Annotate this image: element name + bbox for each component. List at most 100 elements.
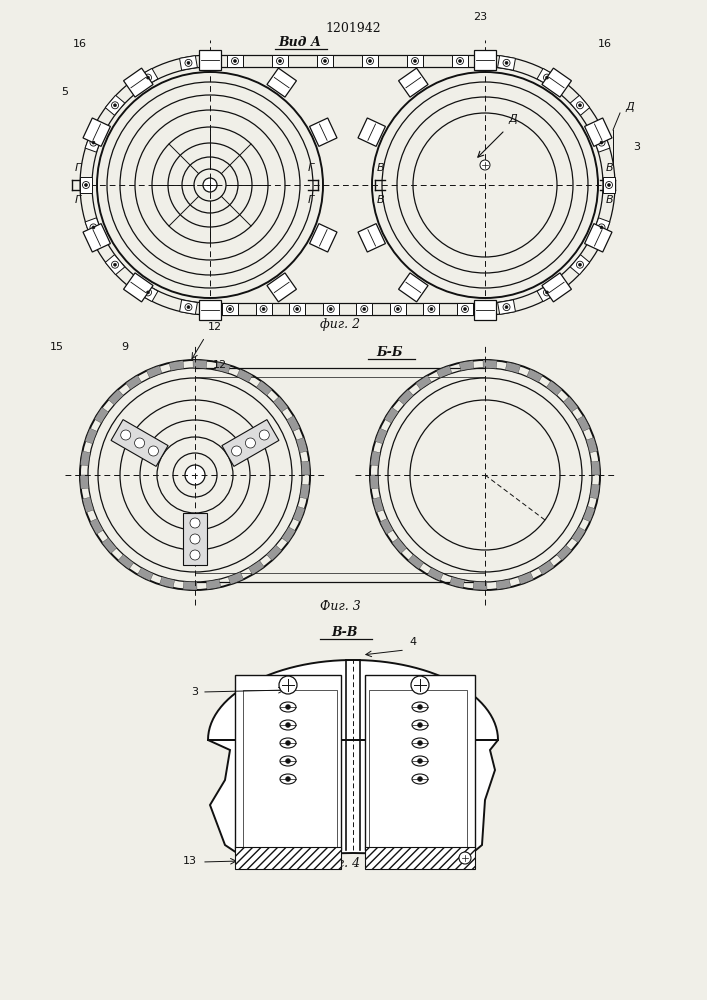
Circle shape <box>480 160 490 170</box>
Polygon shape <box>593 133 610 152</box>
Polygon shape <box>571 255 590 275</box>
Polygon shape <box>571 95 590 115</box>
Circle shape <box>286 776 291 782</box>
Circle shape <box>185 304 192 311</box>
Polygon shape <box>483 360 497 369</box>
Text: 3: 3 <box>192 687 199 697</box>
Polygon shape <box>81 451 90 466</box>
Circle shape <box>411 676 429 694</box>
Polygon shape <box>199 300 221 320</box>
Ellipse shape <box>280 774 296 784</box>
Circle shape <box>146 76 149 79</box>
Polygon shape <box>362 55 378 67</box>
Text: фиг. 4: фиг. 4 <box>320 857 360 870</box>
Polygon shape <box>85 133 102 152</box>
Text: 4: 4 <box>409 637 416 647</box>
Circle shape <box>414 60 416 62</box>
Polygon shape <box>407 55 423 67</box>
Text: 3: 3 <box>633 142 641 152</box>
Circle shape <box>418 740 423 746</box>
Circle shape <box>544 74 551 81</box>
Circle shape <box>231 57 238 64</box>
Polygon shape <box>356 303 373 315</box>
Circle shape <box>462 306 469 312</box>
Polygon shape <box>518 572 534 584</box>
Polygon shape <box>380 519 393 534</box>
Text: 13: 13 <box>183 856 197 866</box>
Polygon shape <box>398 390 414 405</box>
Polygon shape <box>385 407 399 423</box>
Ellipse shape <box>280 756 296 766</box>
Bar <box>243 690 337 850</box>
Polygon shape <box>399 68 428 97</box>
Circle shape <box>361 306 368 312</box>
Bar <box>369 690 467 850</box>
Text: 9: 9 <box>122 342 129 352</box>
Text: фиг. 2: фиг. 2 <box>320 318 360 331</box>
Circle shape <box>418 704 423 710</box>
Polygon shape <box>160 577 175 588</box>
Circle shape <box>578 104 581 107</box>
Ellipse shape <box>412 774 428 784</box>
Polygon shape <box>138 68 158 87</box>
Circle shape <box>368 60 371 62</box>
Polygon shape <box>428 568 443 581</box>
Polygon shape <box>358 118 385 146</box>
Circle shape <box>503 304 510 311</box>
Polygon shape <box>498 300 515 314</box>
Circle shape <box>324 60 327 62</box>
Polygon shape <box>222 303 238 315</box>
Polygon shape <box>267 545 282 560</box>
Polygon shape <box>537 68 557 87</box>
Polygon shape <box>473 581 487 590</box>
Circle shape <box>279 60 281 62</box>
Polygon shape <box>273 397 288 412</box>
Polygon shape <box>591 461 600 475</box>
Circle shape <box>144 289 151 296</box>
Polygon shape <box>126 375 141 390</box>
Circle shape <box>134 438 144 448</box>
Circle shape <box>232 446 242 456</box>
Circle shape <box>505 306 508 309</box>
Polygon shape <box>257 381 272 395</box>
Text: 23: 23 <box>473 12 487 22</box>
Polygon shape <box>105 255 124 275</box>
Text: 12: 12 <box>208 322 222 332</box>
Circle shape <box>85 184 88 186</box>
Polygon shape <box>474 50 496 70</box>
Polygon shape <box>105 95 124 115</box>
Circle shape <box>276 57 284 64</box>
Circle shape <box>464 308 467 310</box>
Circle shape <box>90 139 97 146</box>
Circle shape <box>203 178 217 192</box>
Circle shape <box>503 59 510 66</box>
Ellipse shape <box>280 720 296 730</box>
Polygon shape <box>237 369 252 382</box>
Circle shape <box>187 306 190 309</box>
Polygon shape <box>227 55 243 67</box>
Circle shape <box>185 59 192 66</box>
Polygon shape <box>539 560 554 575</box>
Polygon shape <box>108 390 124 405</box>
Circle shape <box>607 184 611 186</box>
Polygon shape <box>183 581 197 590</box>
Circle shape <box>148 446 158 456</box>
Circle shape <box>146 291 149 294</box>
Polygon shape <box>542 68 571 97</box>
Polygon shape <box>83 497 94 512</box>
Circle shape <box>286 740 291 746</box>
Circle shape <box>576 261 583 268</box>
Polygon shape <box>416 375 431 390</box>
Circle shape <box>411 57 419 64</box>
Polygon shape <box>585 118 612 146</box>
Polygon shape <box>102 538 117 553</box>
Circle shape <box>92 141 95 144</box>
Polygon shape <box>577 416 590 431</box>
Circle shape <box>418 722 423 728</box>
Text: Г: Г <box>75 195 81 205</box>
Circle shape <box>121 430 131 440</box>
Circle shape <box>190 550 200 560</box>
Polygon shape <box>583 506 595 522</box>
Polygon shape <box>474 300 496 320</box>
Circle shape <box>363 308 366 310</box>
